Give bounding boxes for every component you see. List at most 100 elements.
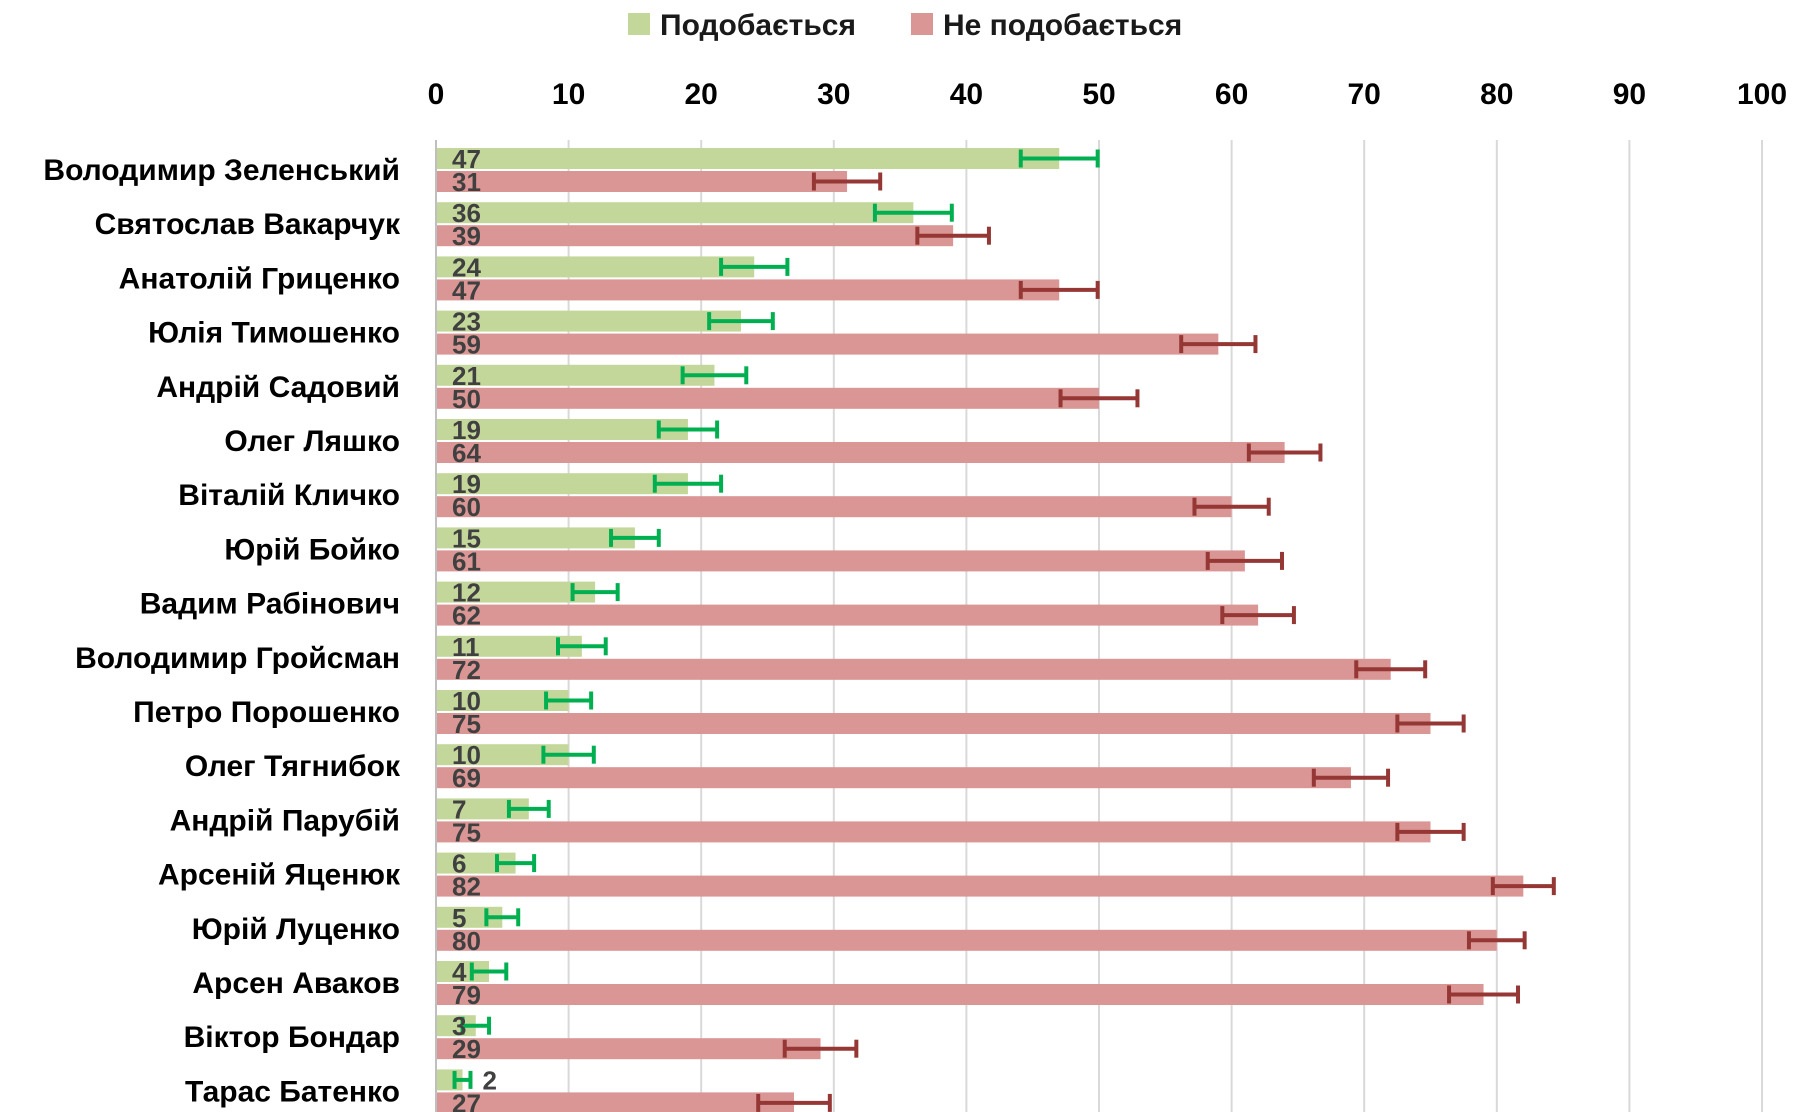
error-bar-dislike: [1179, 335, 1258, 354]
error-bar-dislike: [1447, 985, 1521, 1004]
value-label-like: 3: [452, 1011, 466, 1041]
error-bar-like: [570, 583, 620, 602]
error-bar-like: [1018, 149, 1100, 168]
legend: Подобається Не подобається: [628, 9, 1182, 42]
category-label: Вадим Рабінович: [140, 588, 400, 621]
error-bar-like: [469, 962, 509, 981]
bar-like: [436, 364, 715, 386]
value-label-dislike: 69: [452, 763, 481, 793]
error-bar-like: [719, 257, 790, 276]
x-tick-label-30: 30: [817, 78, 850, 111]
bar-like: [436, 419, 688, 440]
value-label-dislike: 75: [452, 709, 481, 739]
value-label-dislike: 64: [452, 438, 481, 468]
error-bar-like: [680, 366, 749, 385]
bar-dislike: [436, 442, 1285, 463]
error-bar-like: [544, 691, 594, 710]
x-tick-label-90: 90: [1613, 78, 1646, 111]
category-label: Володимир Зеленський: [43, 154, 400, 187]
value-label-like: 19: [452, 415, 481, 445]
x-tick-label-20: 20: [685, 78, 718, 111]
error-bar-dislike: [1311, 768, 1391, 787]
category-label: Святослав Вакарчук: [95, 208, 401, 241]
value-label-dislike: 29: [452, 1034, 481, 1064]
error-bar-like: [656, 420, 720, 439]
value-label-like: 10: [452, 686, 481, 716]
category-label: Анатолій Гриценко: [119, 262, 400, 295]
value-label-like: 11: [452, 632, 480, 662]
bar-like: [436, 581, 596, 603]
bar-dislike: [436, 1038, 821, 1060]
value-label-like: 15: [452, 523, 481, 553]
bar-dislike: [436, 550, 1245, 572]
error-bar-dislike: [1246, 443, 1323, 462]
value-label-dislike: 72: [452, 655, 481, 685]
error-bars: [452, 149, 1556, 1112]
error-bar-dislike: [782, 1039, 859, 1058]
bar-dislike: [436, 496, 1232, 518]
value-label-dislike: 47: [452, 275, 481, 305]
error-bar-dislike: [1490, 877, 1556, 896]
value-label-dislike: 50: [452, 384, 481, 414]
bar-like: [436, 310, 741, 332]
category-label: Андрій Парубій: [170, 804, 400, 837]
value-label-dislike: 62: [452, 601, 481, 631]
bar-dislike: [436, 387, 1099, 409]
value-label-like: 23: [452, 307, 481, 337]
bar-like: [436, 961, 490, 982]
bars: [436, 148, 1524, 1112]
bar-like: [436, 473, 688, 495]
x-tick-label-50: 50: [1082, 78, 1115, 111]
error-bar-dislike: [756, 1093, 832, 1112]
bar-dislike: [436, 604, 1259, 626]
error-bar-dislike: [1205, 551, 1284, 570]
bar-dislike: [436, 1092, 795, 1112]
category-label: Юрій Бойко: [224, 533, 400, 566]
error-bar-like: [506, 799, 551, 818]
value-label-like: 6: [452, 849, 466, 879]
error-bar-like: [460, 1016, 492, 1035]
category-labels: Володимир Зеленський Святослав Вакарчук Ан…: [43, 154, 401, 1108]
error-bar-like: [494, 854, 537, 873]
error-bar-dislike: [1018, 280, 1100, 299]
bar-dislike: [436, 171, 848, 192]
category-label: Олег Ляшко: [224, 425, 400, 458]
value-label-like: 5: [452, 903, 466, 933]
bar-like: [436, 798, 529, 820]
error-bar-like: [652, 474, 724, 493]
value-label-dislike: 79: [452, 980, 481, 1010]
error-bar-dislike: [1192, 497, 1271, 516]
error-bar-dislike: [1466, 931, 1527, 950]
bar-dislike: [436, 821, 1431, 843]
value-label-like: 2: [482, 1065, 496, 1095]
x-tick-label-70: 70: [1348, 78, 1381, 111]
error-bar-like: [484, 908, 521, 927]
grid: [567, 140, 1763, 1112]
error-bar-like: [609, 528, 661, 547]
error-bar-dislike: [915, 226, 991, 245]
bar-like: [436, 256, 755, 278]
value-label-dislike: 31: [452, 167, 481, 197]
value-label-like: 7: [452, 794, 466, 824]
error-bar-like: [452, 1070, 473, 1089]
bar-dislike: [436, 333, 1219, 355]
error-bar-like: [541, 745, 596, 764]
value-label-like: 47: [452, 144, 481, 174]
value-label-dislike: 27: [452, 1088, 481, 1112]
category-label: Тарас Батенко: [185, 1075, 400, 1108]
value-label-like: 12: [452, 578, 481, 608]
bar-like: [436, 148, 1060, 169]
category-label: Арсен Аваков: [192, 967, 400, 1000]
value-label-like: 36: [452, 198, 481, 228]
bar-dislike: [436, 713, 1431, 734]
value-label-dislike: 80: [452, 926, 481, 956]
bar-dislike: [436, 929, 1497, 951]
value-label-like: 21: [452, 361, 481, 391]
bar-dislike: [436, 767, 1351, 789]
bar-like: [436, 527, 635, 549]
value-label-like: 4: [452, 957, 467, 987]
error-bar-dislike: [1395, 714, 1466, 733]
value-label-dislike: 82: [452, 872, 481, 902]
bar-dislike: [436, 875, 1524, 897]
